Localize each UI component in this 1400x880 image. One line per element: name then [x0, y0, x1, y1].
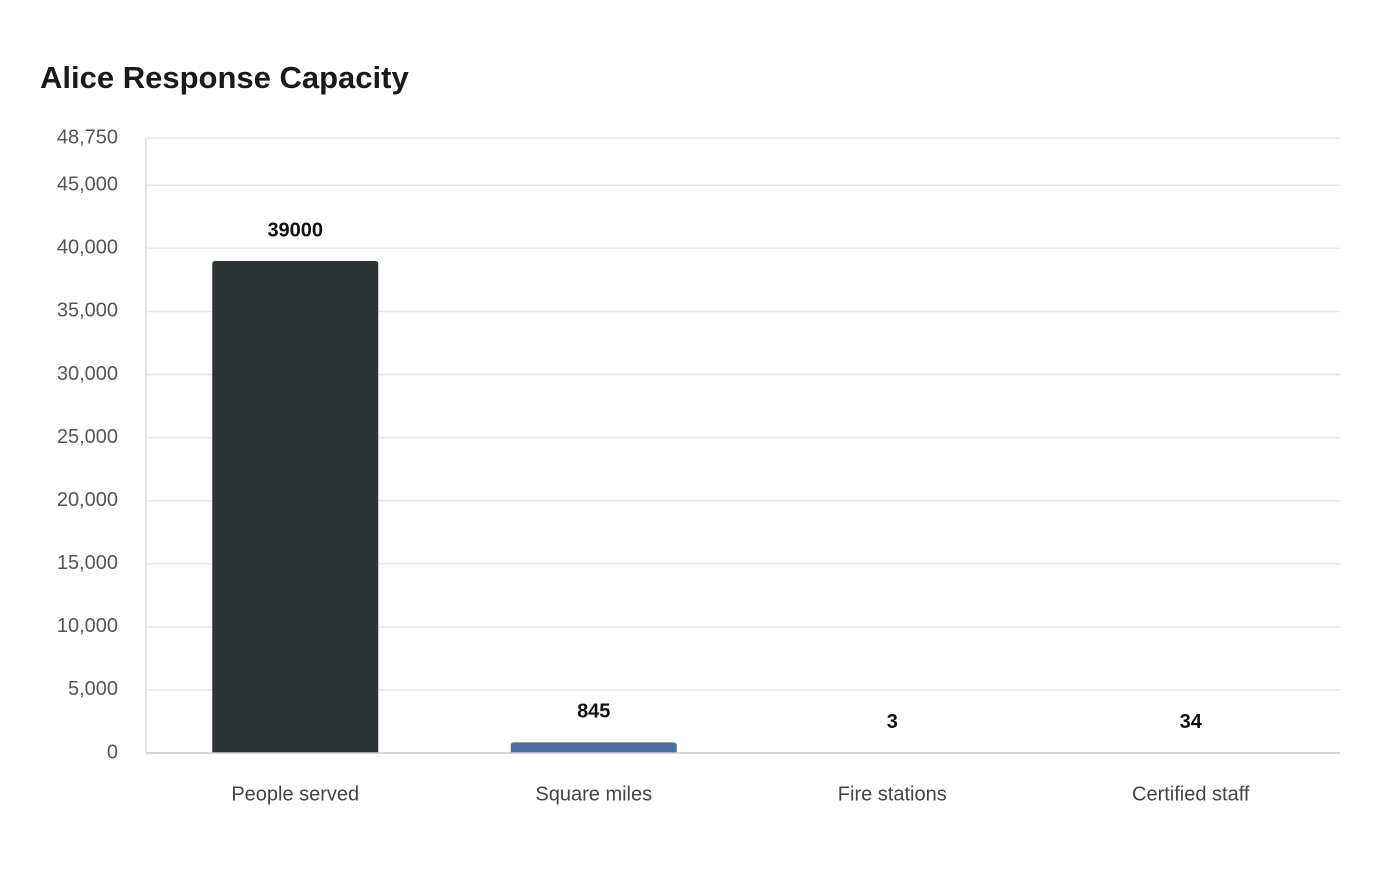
- bar: [510, 742, 677, 753]
- y-tick-label: 10,000: [57, 615, 118, 637]
- x-tick-label: Fire stations: [838, 783, 947, 805]
- chart-title: Alice Response Capacity: [40, 60, 409, 95]
- y-tick-label: 48,750: [57, 126, 118, 148]
- y-tick-label: 5,000: [68, 678, 118, 700]
- y-tick-label: 0: [107, 741, 118, 763]
- y-tick-label: 40,000: [57, 237, 118, 259]
- value-label: 845: [577, 701, 610, 723]
- x-tick-label: Square miles: [535, 783, 652, 805]
- value-label: 3: [887, 711, 898, 733]
- value-label: 34: [1180, 711, 1203, 733]
- y-tick-label: 30,000: [57, 363, 118, 385]
- x-tick-label: People served: [231, 783, 359, 805]
- y-tick-label: 35,000: [57, 300, 118, 322]
- x-tick-label: Certified staff: [1132, 783, 1250, 805]
- y-tick-label: 45,000: [57, 174, 118, 196]
- value-label: 39000: [267, 219, 323, 241]
- y-tick-label: 15,000: [57, 552, 118, 574]
- y-tick-label: 20,000: [57, 489, 118, 511]
- bar: [212, 261, 379, 753]
- y-tick-label: 25,000: [57, 426, 118, 448]
